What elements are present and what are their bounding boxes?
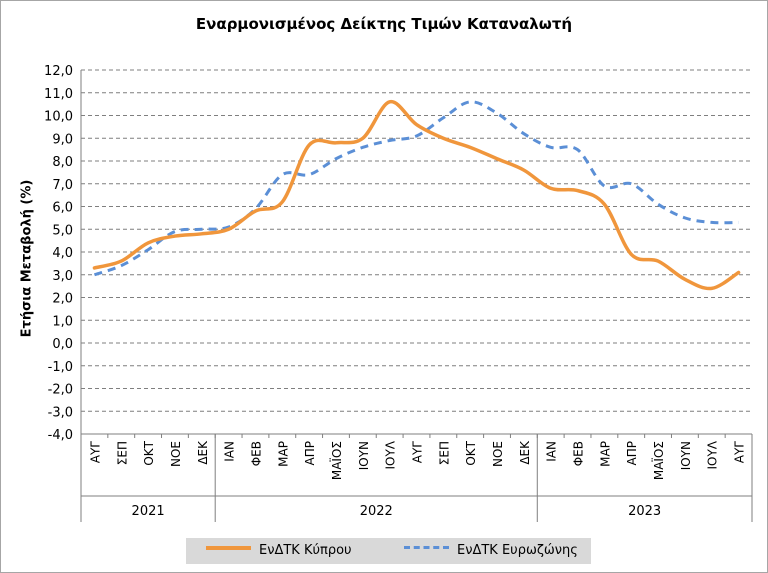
y-tick-label: 2,0 <box>52 292 73 307</box>
year-label: 2022 <box>360 504 393 519</box>
y-tick-label: 8,0 <box>52 155 73 170</box>
x-tick-label: ΔΕΚ <box>196 440 210 465</box>
x-tick-label: ΙΟΥΝ <box>357 441 371 470</box>
legend-label-eurozone: ΕνΔΤΚ Ευρωζώνης <box>457 543 578 558</box>
x-tick-label: ΑΥΓ <box>411 441 425 464</box>
x-tick-label: ΙΟΥΛ <box>384 440 398 469</box>
y-tick-label: -2,0 <box>48 383 73 398</box>
y-tick-label: -4,0 <box>48 428 73 443</box>
y-tick-label: 9,0 <box>52 132 73 147</box>
x-tick-label: ΙΟΥΛ <box>706 440 720 469</box>
x-tick-label: ΣΕΠ <box>115 441 129 465</box>
series-line-cyprus <box>92 100 741 291</box>
y-tick-label: 7,0 <box>52 178 73 193</box>
x-tick-label: ΑΠΡ <box>625 441 639 465</box>
y-tick-label: -1,0 <box>48 360 73 375</box>
y-tick-label: 6,0 <box>52 201 73 216</box>
y-tick-label: 10,0 <box>44 110 73 125</box>
x-tick-label: ΙΟΥΝ <box>679 441 693 470</box>
x-tick-label: ΙΑΝ <box>545 441 559 462</box>
x-tick-label: ΑΥΓ <box>88 441 102 464</box>
x-tick-label: ΜΑΡ <box>276 441 290 467</box>
x-tick-label: ΔΕΚ <box>518 440 532 465</box>
legend: ΕνΔΤΚ Κύπρου ΕνΔΤΚ Ευρωζώνης <box>186 538 591 564</box>
x-tick-label: ΦΕΒ <box>249 441 263 466</box>
chart-title: Εναρμονισμένος Δείκτης Τιμών Καταναλωτή <box>195 15 573 33</box>
x-tick-label: ΙΑΝ <box>223 441 237 462</box>
year-label: 2021 <box>132 504 165 519</box>
x-tick-label: ΟΚΤ <box>464 440 478 465</box>
series-line-eurozone <box>93 100 739 277</box>
y-tick-label: 0,0 <box>52 337 73 352</box>
y-tick-label: 12,0 <box>44 64 73 79</box>
x-tick-label: ΑΥΓ <box>733 441 747 464</box>
x-tick-label: ΝΟΕ <box>169 441 183 467</box>
year-label: 2023 <box>628 504 661 519</box>
x-tick-label: ΜΑΪΟΣ <box>329 441 344 480</box>
y-tick-label: 1,0 <box>52 314 73 329</box>
legend-swatch-cyprus <box>206 546 251 550</box>
y-tick-label: 11,0 <box>44 87 73 102</box>
x-tick-label: ΜΑΪΟΣ <box>651 441 666 480</box>
x-tick-label: ΣΕΠ <box>437 441 451 465</box>
y-tick-label: 3,0 <box>52 269 73 284</box>
x-tick-label: ΝΟΕ <box>491 441 505 467</box>
x-tick-label: ΑΠΡ <box>303 441 317 465</box>
y-tick-label: 5,0 <box>52 223 73 238</box>
legend-label-cyprus: ΕνΔΤΚ Κύπρου <box>259 543 352 558</box>
y-tick-label: 4,0 <box>52 246 73 261</box>
x-tick-label: ΦΕΒ <box>572 441 586 466</box>
x-tick-label: ΟΚΤ <box>142 440 156 465</box>
x-tick-label: ΜΑΡ <box>598 441 612 467</box>
legend-swatch-eurozone <box>404 546 449 549</box>
y-tick-label: -3,0 <box>48 405 73 420</box>
